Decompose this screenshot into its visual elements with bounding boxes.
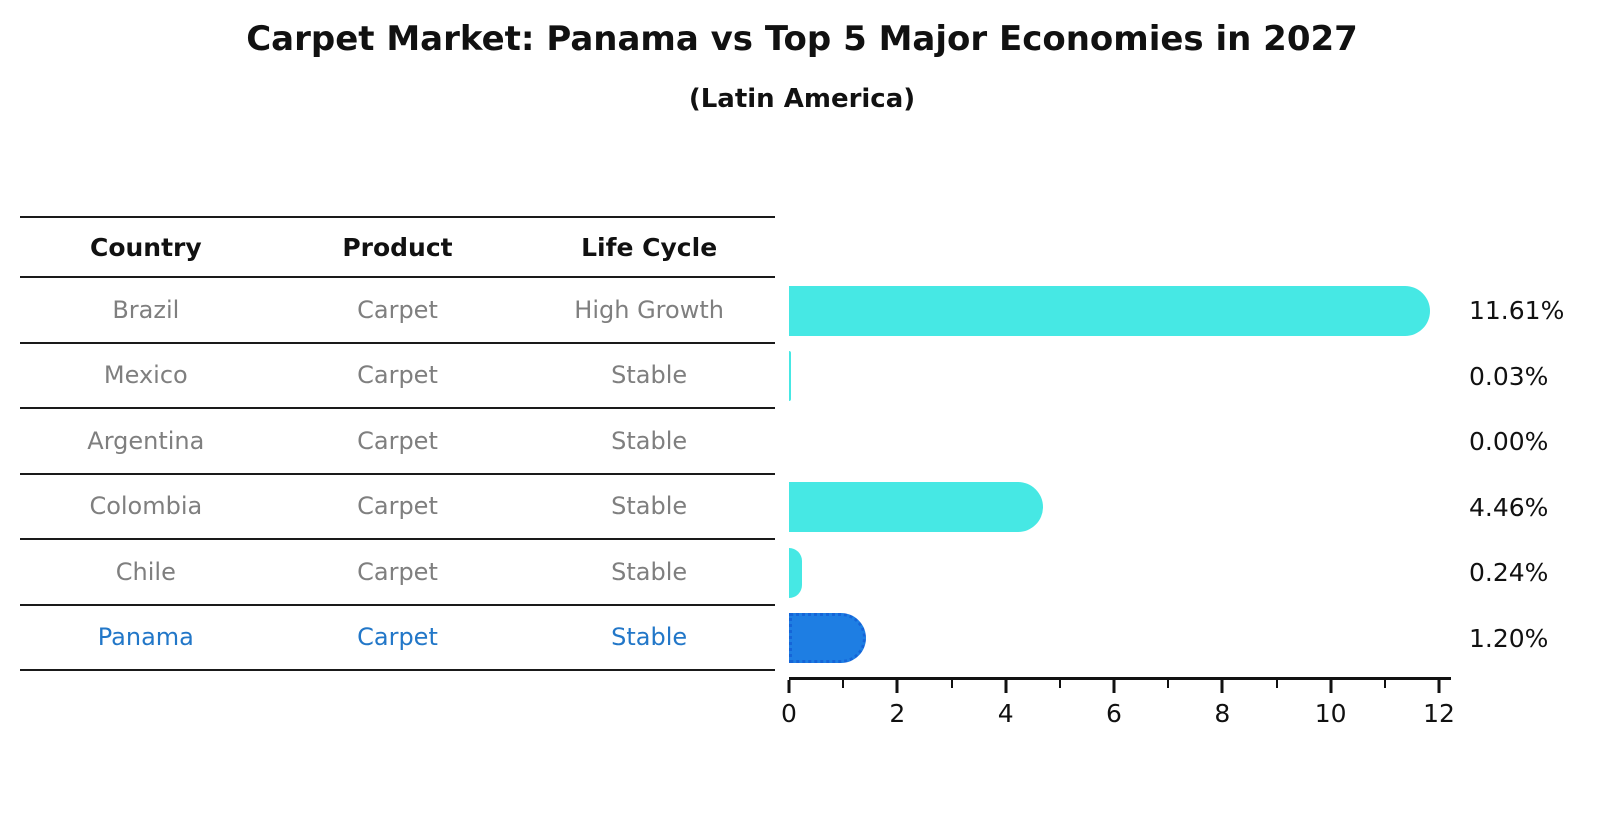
table-cell-life_cycle: High Growth	[574, 295, 724, 324]
x-tick	[1329, 680, 1333, 693]
x-minor-tick	[1058, 680, 1061, 688]
table-cell-life_cycle: Stable	[611, 361, 688, 390]
bar	[789, 351, 791, 402]
x-minor-tick	[842, 680, 845, 688]
table-row: Colombia Carpet Stable	[20, 475, 775, 540]
table-cell-product: Carpet	[357, 492, 438, 521]
x-minor-tick	[1167, 680, 1170, 688]
table-cell-country: Brazil	[112, 295, 180, 324]
bar-highlighted	[789, 613, 866, 664]
x-tick	[1004, 680, 1008, 693]
column-header-product: Product	[342, 232, 453, 262]
table-cell-life_cycle: Stable	[611, 623, 688, 652]
chart-content: Country Product Life Cycle Brazil Carpet H…	[0, 216, 1604, 739]
chart-subtitle: (Latin America)	[688, 84, 916, 114]
bar	[789, 547, 802, 598]
column-header-country: Country	[89, 232, 202, 262]
table-cell-country: Panama	[97, 623, 194, 652]
x-tick-label: 0	[781, 699, 797, 728]
table-header-row: Country Product Life Cycle	[20, 218, 775, 278]
x-axis-line	[789, 677, 1451, 680]
table-cell-country: Argentina	[87, 426, 205, 455]
chart-header: Carpet Market: Panama vs Top 5 Major Eco…	[0, 0, 1604, 114]
x-tick	[895, 680, 899, 693]
bar-row	[789, 278, 1453, 344]
bar-chart: 0 2 4 6 8 10 12	[781, 216, 1455, 739]
table-cell-product: Carpet	[357, 295, 438, 324]
x-tick	[1437, 680, 1441, 693]
table-row: Chile Carpet Stable	[20, 540, 775, 606]
x-tick	[787, 680, 791, 693]
bar-value-label: 11.61%	[1469, 296, 1565, 326]
table-cell-country: Chile	[115, 557, 176, 586]
value-label-column: 11.61% 0.03% 0.00% 4.46% 0.24% 1.20%	[1469, 216, 1564, 671]
table-row: Panama Carpet Stable	[20, 606, 775, 671]
bar-row	[789, 409, 1453, 475]
bar-plot-area	[789, 278, 1453, 671]
table-body: Brazil Carpet High Growth Mexico Carpet Stabl…	[20, 278, 775, 671]
x-minor-tick	[950, 680, 953, 688]
x-axis: 0 2 4 6 8 10 12	[781, 677, 1455, 739]
bar	[789, 285, 1430, 336]
table-row: Argentina Carpet Stable	[20, 409, 775, 475]
x-minor-tick	[1275, 680, 1278, 688]
table-row: Mexico Carpet Stable	[20, 344, 775, 409]
bar	[789, 482, 1043, 533]
bar-value-label: 4.46%	[1469, 492, 1549, 522]
bar-row	[789, 540, 1453, 606]
x-tick-label: 10	[1314, 699, 1347, 728]
bar-row	[789, 475, 1453, 541]
bar-value-label: 0.24%	[1469, 558, 1549, 588]
x-minor-tick	[1383, 680, 1386, 688]
table-cell-life_cycle: Stable	[611, 426, 688, 455]
x-tick-label: 4	[997, 699, 1014, 728]
table-row: Brazil Carpet High Growth	[20, 278, 775, 344]
country-table: Country Product Life Cycle Brazil Carpet H…	[20, 216, 775, 671]
bar-value-label: 1.20%	[1469, 623, 1549, 653]
bar-value-label: 0.03%	[1469, 361, 1549, 391]
table-cell-product: Carpet	[357, 361, 438, 390]
table-cell-country: Colombia	[89, 492, 203, 521]
table-cell-life_cycle: Stable	[611, 557, 688, 586]
table-cell-country: Mexico	[103, 361, 188, 390]
table-cell-product: Carpet	[357, 426, 438, 455]
x-tick-label: 8	[1214, 699, 1231, 728]
x-tick-label: 6	[1106, 699, 1122, 728]
bar-row	[789, 344, 1453, 410]
bar-value-label: 0.00%	[1469, 427, 1549, 457]
x-tick-label: 2	[889, 699, 906, 728]
x-tick	[1112, 680, 1116, 693]
x-tick-label: 12	[1423, 699, 1455, 728]
table-cell-life_cycle: Stable	[611, 492, 688, 521]
chart-title: Carpet Market: Panama vs Top 5 Major Eco…	[246, 19, 1358, 59]
table-cell-product: Carpet	[357, 557, 438, 586]
column-header-lifecycle: Life Cycle	[581, 232, 718, 262]
bar-row	[789, 606, 1453, 672]
x-tick	[1220, 680, 1224, 693]
table-cell-product: Carpet	[357, 623, 438, 652]
